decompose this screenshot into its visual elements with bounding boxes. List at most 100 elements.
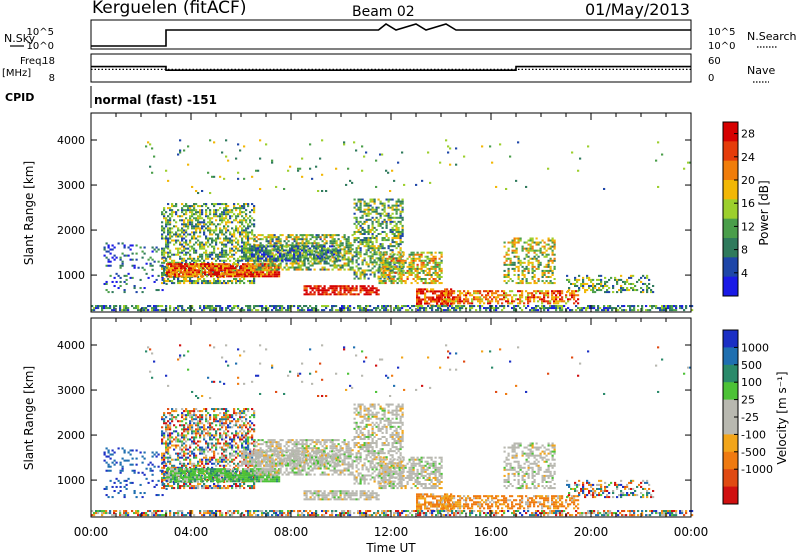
power-cell: [193, 249, 196, 252]
power-cell: [231, 255, 234, 258]
power-cell: [337, 259, 340, 262]
power-cell: [527, 271, 530, 274]
power-cell: [449, 298, 452, 301]
power-cell: [663, 309, 666, 312]
power-cell: [389, 198, 392, 201]
power-cell: [167, 261, 170, 264]
power-cell: [253, 307, 256, 310]
power-colorbar-band: [723, 180, 738, 200]
power-cell: [485, 296, 488, 299]
power-cell: [174, 267, 177, 270]
power-cell: [147, 305, 150, 308]
power-cell: [265, 240, 268, 243]
power-cell: [283, 252, 286, 255]
power-cell: [355, 224, 358, 227]
power-cell: [527, 282, 530, 285]
power-cell: [268, 275, 271, 278]
power-cell: [539, 261, 542, 264]
power-cell: [622, 289, 625, 292]
power-cell: [209, 309, 212, 312]
power-cell: [379, 243, 382, 246]
power-cell: [315, 245, 318, 248]
power-cell: [243, 241, 246, 244]
power-cell: [445, 292, 448, 295]
power-cell: [582, 287, 585, 290]
power-cell: [279, 259, 282, 262]
power-cell: [389, 228, 392, 231]
power-cell: [353, 222, 356, 225]
power-cell: [347, 256, 350, 259]
power-cell: [367, 289, 370, 292]
power-cell: [436, 296, 439, 299]
power-cell: [189, 261, 192, 264]
power-cell: [315, 289, 318, 292]
power-cell: [218, 275, 221, 278]
power-cell: [592, 282, 595, 285]
power-cell: [169, 221, 172, 224]
power-cell: [389, 216, 392, 219]
power-cell: [333, 293, 336, 296]
power-cell: [621, 305, 624, 308]
power-cell: [205, 227, 208, 230]
velocity-cell: [169, 454, 172, 457]
power-cell: [416, 271, 419, 274]
power-cell: [404, 261, 407, 264]
power-cell: [531, 278, 534, 281]
power-cell: [305, 249, 308, 252]
power-cell: [311, 244, 314, 247]
power-cell: [355, 285, 358, 288]
power-cell: [188, 263, 191, 266]
power-cell: [139, 246, 142, 249]
power-cell: [301, 175, 304, 178]
power-cell: [533, 296, 536, 299]
power-cell: [319, 236, 322, 239]
power-cell: [511, 300, 514, 303]
power-cell: [537, 261, 540, 264]
power-cell: [323, 293, 326, 296]
power-cell: [185, 209, 188, 212]
power-cell: [189, 221, 192, 224]
velocity-cell: [169, 418, 172, 421]
power-cell: [105, 282, 108, 285]
power-cell: [275, 253, 278, 256]
power-cell: [392, 253, 395, 256]
power-cell: [355, 202, 358, 205]
power-cell: [229, 249, 232, 252]
power-cell: [529, 257, 532, 260]
power-cell: [545, 275, 548, 279]
power-cell: [301, 256, 304, 259]
power-cell: [430, 280, 433, 283]
power-cell: [357, 247, 360, 250]
power-cell: [422, 251, 425, 254]
power-cell: [243, 219, 246, 222]
power-cell: [291, 260, 294, 263]
power-cell: [433, 305, 436, 308]
power-cell: [167, 239, 170, 242]
velocity-cell: [167, 424, 170, 427]
power-cell: [207, 207, 210, 210]
power-cell: [240, 267, 243, 270]
power-cell: [211, 217, 214, 220]
power-cell: [543, 271, 546, 274]
power-cell: [301, 246, 304, 249]
power-cell: [189, 241, 192, 244]
power-cell: [487, 307, 490, 310]
power-cell: [301, 157, 304, 160]
power-cell: [349, 307, 352, 310]
power-cell: [381, 243, 384, 246]
power-cell: [163, 237, 166, 240]
power-cell: [251, 309, 254, 312]
power-cell: [237, 243, 240, 246]
power-cell: [305, 242, 308, 245]
power-cell: [598, 287, 601, 290]
power-cell: [335, 309, 338, 312]
power-cell: [277, 259, 280, 262]
power-cell: [119, 258, 122, 261]
power-cell: [285, 264, 288, 267]
power-cell: [381, 230, 384, 233]
power-cell: [367, 243, 370, 246]
power-cell: [505, 253, 508, 256]
power-cell: [267, 307, 270, 310]
power-cell: [345, 238, 348, 241]
